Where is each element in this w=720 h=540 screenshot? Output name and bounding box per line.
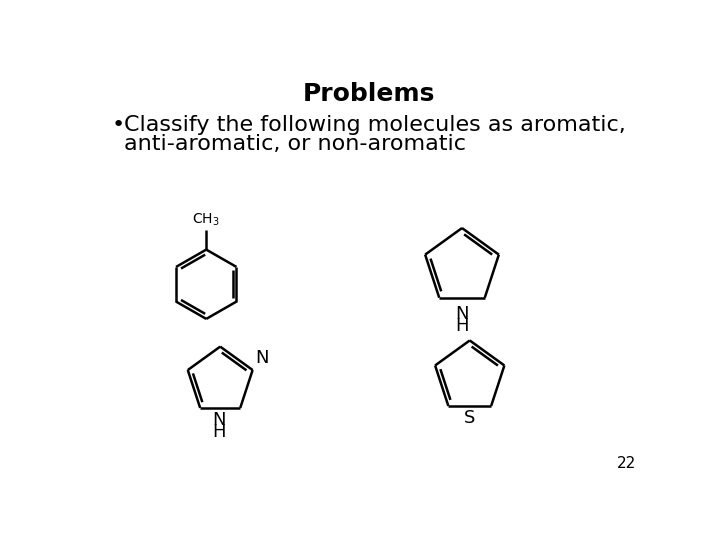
Text: N: N <box>256 349 269 367</box>
Text: •: • <box>112 115 125 135</box>
Text: 22: 22 <box>617 456 636 471</box>
Text: N: N <box>455 305 469 322</box>
Text: H: H <box>212 423 225 441</box>
Text: Problems: Problems <box>303 82 435 106</box>
Text: Classify the following molecules as aromatic,: Classify the following molecules as arom… <box>124 115 626 135</box>
Text: N: N <box>212 411 225 429</box>
Text: anti-aromatic, or non-aromatic: anti-aromatic, or non-aromatic <box>124 134 466 154</box>
Text: CH$_3$: CH$_3$ <box>192 212 220 228</box>
Text: H: H <box>455 317 469 335</box>
Text: S: S <box>464 409 475 427</box>
